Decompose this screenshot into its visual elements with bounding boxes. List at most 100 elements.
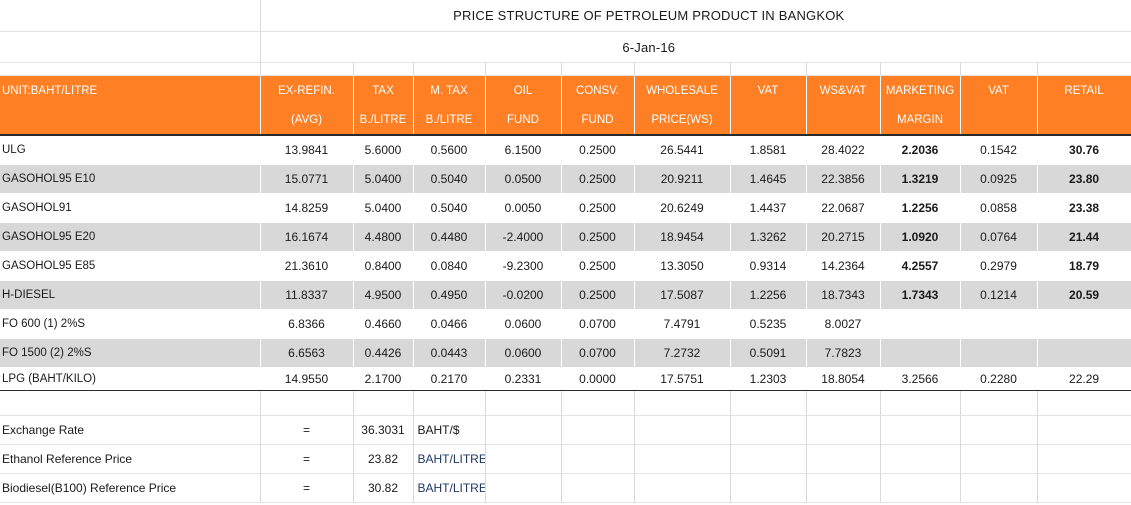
table-cell[interactable] — [880, 309, 961, 339]
table-cell[interactable]: 5.6000 — [353, 135, 414, 165]
table-cell[interactable]: 0.0764 — [960, 222, 1038, 252]
table-cell[interactable]: 21.44 — [1037, 222, 1131, 252]
table-cell[interactable]: 0.0700 — [561, 309, 635, 339]
table-cell[interactable]: 0.5040 — [413, 164, 486, 194]
sheet-cell[interactable] — [1037, 31, 1131, 63]
table-cell[interactable]: 14.9550 — [260, 367, 354, 391]
table-cell[interactable]: 7.4791 — [634, 309, 731, 339]
table-cell[interactable]: 0.0600 — [485, 309, 562, 339]
table-cell[interactable]: 7.7823 — [806, 338, 881, 368]
table-cell[interactable]: 8.0027 — [806, 309, 881, 339]
table-cell[interactable]: 20.59 — [1037, 280, 1131, 310]
table-cell[interactable]: 6.6563 — [260, 338, 354, 368]
table-cell[interactable]: 0.0000 — [561, 367, 635, 391]
table-cell[interactable]: 0.0858 — [960, 193, 1038, 223]
table-cell[interactable]: -9.2300 — [485, 251, 562, 281]
table-cell[interactable]: 0.2500 — [561, 251, 635, 281]
table-cell[interactable]: 0.0500 — [485, 164, 562, 194]
table-cell[interactable]: 4.2557 — [880, 251, 961, 281]
table-cell[interactable]: 0.1542 — [960, 135, 1038, 165]
table-cell[interactable]: 1.7343 — [880, 280, 961, 310]
table-cell[interactable]: 0.9314 — [730, 251, 807, 281]
footer-value[interactable]: 23.82 — [353, 444, 414, 474]
table-cell[interactable]: 13.9841 — [260, 135, 354, 165]
table-cell[interactable]: 3.2566 — [880, 367, 961, 391]
table-cell[interactable]: 23.38 — [1037, 193, 1131, 223]
table-cell[interactable]: 1.3262 — [730, 222, 807, 252]
table-cell[interactable] — [960, 309, 1038, 339]
table-cell[interactable]: 6.1500 — [485, 135, 562, 165]
product-name[interactable]: FO 1500 (2) 2%S — [0, 338, 261, 368]
table-cell[interactable]: 0.0443 — [413, 338, 486, 368]
table-cell[interactable]: 5.0400 — [353, 193, 414, 223]
table-cell[interactable]: 1.2303 — [730, 367, 807, 391]
table-cell[interactable]: 22.0687 — [806, 193, 881, 223]
table-cell[interactable]: 0.4660 — [353, 309, 414, 339]
table-cell[interactable]: 11.8337 — [260, 280, 354, 310]
table-cell[interactable]: 4.4800 — [353, 222, 414, 252]
table-cell[interactable]: 0.5235 — [730, 309, 807, 339]
table-cell[interactable]: 1.0920 — [880, 222, 961, 252]
table-cell[interactable]: 0.5600 — [413, 135, 486, 165]
table-cell[interactable] — [1037, 309, 1131, 339]
table-cell[interactable]: 18.9454 — [634, 222, 731, 252]
table-cell[interactable]: 0.8400 — [353, 251, 414, 281]
table-cell[interactable]: 0.4426 — [353, 338, 414, 368]
table-cell[interactable]: 0.2170 — [413, 367, 486, 391]
table-cell[interactable]: 0.4480 — [413, 222, 486, 252]
table-cell[interactable]: 30.76 — [1037, 135, 1131, 165]
product-name[interactable]: H-DIESEL — [0, 280, 261, 310]
table-cell[interactable]: 0.0466 — [413, 309, 486, 339]
table-cell[interactable]: 22.3856 — [806, 164, 881, 194]
table-cell[interactable]: 26.5441 — [634, 135, 731, 165]
table-cell[interactable]: 2.1700 — [353, 367, 414, 391]
table-cell[interactable]: 0.0050 — [485, 193, 562, 223]
table-cell[interactable]: 21.3610 — [260, 251, 354, 281]
table-cell[interactable]: 4.9500 — [353, 280, 414, 310]
table-cell[interactable]: 14.2364 — [806, 251, 881, 281]
table-cell[interactable]: 16.1674 — [260, 222, 354, 252]
table-cell[interactable]: 0.2331 — [485, 367, 562, 391]
table-cell[interactable]: 0.5040 — [413, 193, 486, 223]
table-cell[interactable]: 0.2500 — [561, 280, 635, 310]
table-cell[interactable]: 17.5751 — [634, 367, 731, 391]
table-cell[interactable]: 0.2979 — [960, 251, 1038, 281]
table-cell[interactable]: 0.2500 — [561, 164, 635, 194]
table-cell[interactable]: 0.5091 — [730, 338, 807, 368]
table-cell[interactable]: -2.4000 — [485, 222, 562, 252]
table-cell[interactable]: 1.3219 — [880, 164, 961, 194]
table-cell[interactable]: 0.2280 — [960, 367, 1038, 391]
table-cell[interactable]: 1.2256 — [880, 193, 961, 223]
footer-value[interactable]: 30.82 — [353, 473, 414, 503]
table-cell[interactable]: 0.0600 — [485, 338, 562, 368]
product-name[interactable]: FO 600 (1) 2%S — [0, 309, 261, 339]
table-cell[interactable]: 13.3050 — [634, 251, 731, 281]
sheet-cell[interactable] — [0, 31, 261, 63]
table-cell[interactable]: 18.8054 — [806, 367, 881, 391]
table-cell[interactable]: 17.5087 — [634, 280, 731, 310]
table-cell[interactable]: 0.2500 — [561, 222, 635, 252]
table-cell[interactable]: 7.2732 — [634, 338, 731, 368]
table-cell[interactable]: 1.4645 — [730, 164, 807, 194]
table-cell[interactable]: 0.2500 — [561, 135, 635, 165]
table-cell[interactable]: 2.2036 — [880, 135, 961, 165]
table-cell[interactable]: 0.0925 — [960, 164, 1038, 194]
table-cell[interactable]: -0.0200 — [485, 280, 562, 310]
table-cell[interactable]: 18.7343 — [806, 280, 881, 310]
table-cell[interactable]: 22.29 — [1037, 367, 1131, 391]
product-name[interactable]: LPG (BAHT/KILO) — [0, 367, 261, 391]
product-name[interactable]: GASOHOL95 E85 — [0, 251, 261, 281]
table-cell[interactable]: 20.6249 — [634, 193, 731, 223]
table-cell[interactable]: 0.1214 — [960, 280, 1038, 310]
sheet-cell[interactable] — [1037, 0, 1131, 32]
footer-value[interactable]: 36.3031 — [353, 415, 414, 445]
table-cell[interactable]: 5.0400 — [353, 164, 414, 194]
table-cell[interactable]: 1.8581 — [730, 135, 807, 165]
table-cell[interactable]: 14.8259 — [260, 193, 354, 223]
table-cell[interactable] — [880, 338, 961, 368]
table-cell[interactable]: 20.2715 — [806, 222, 881, 252]
table-cell[interactable]: 0.4950 — [413, 280, 486, 310]
table-cell[interactable]: 18.79 — [1037, 251, 1131, 281]
product-name[interactable]: GASOHOL95 E10 — [0, 164, 261, 194]
table-cell[interactable]: 15.0771 — [260, 164, 354, 194]
